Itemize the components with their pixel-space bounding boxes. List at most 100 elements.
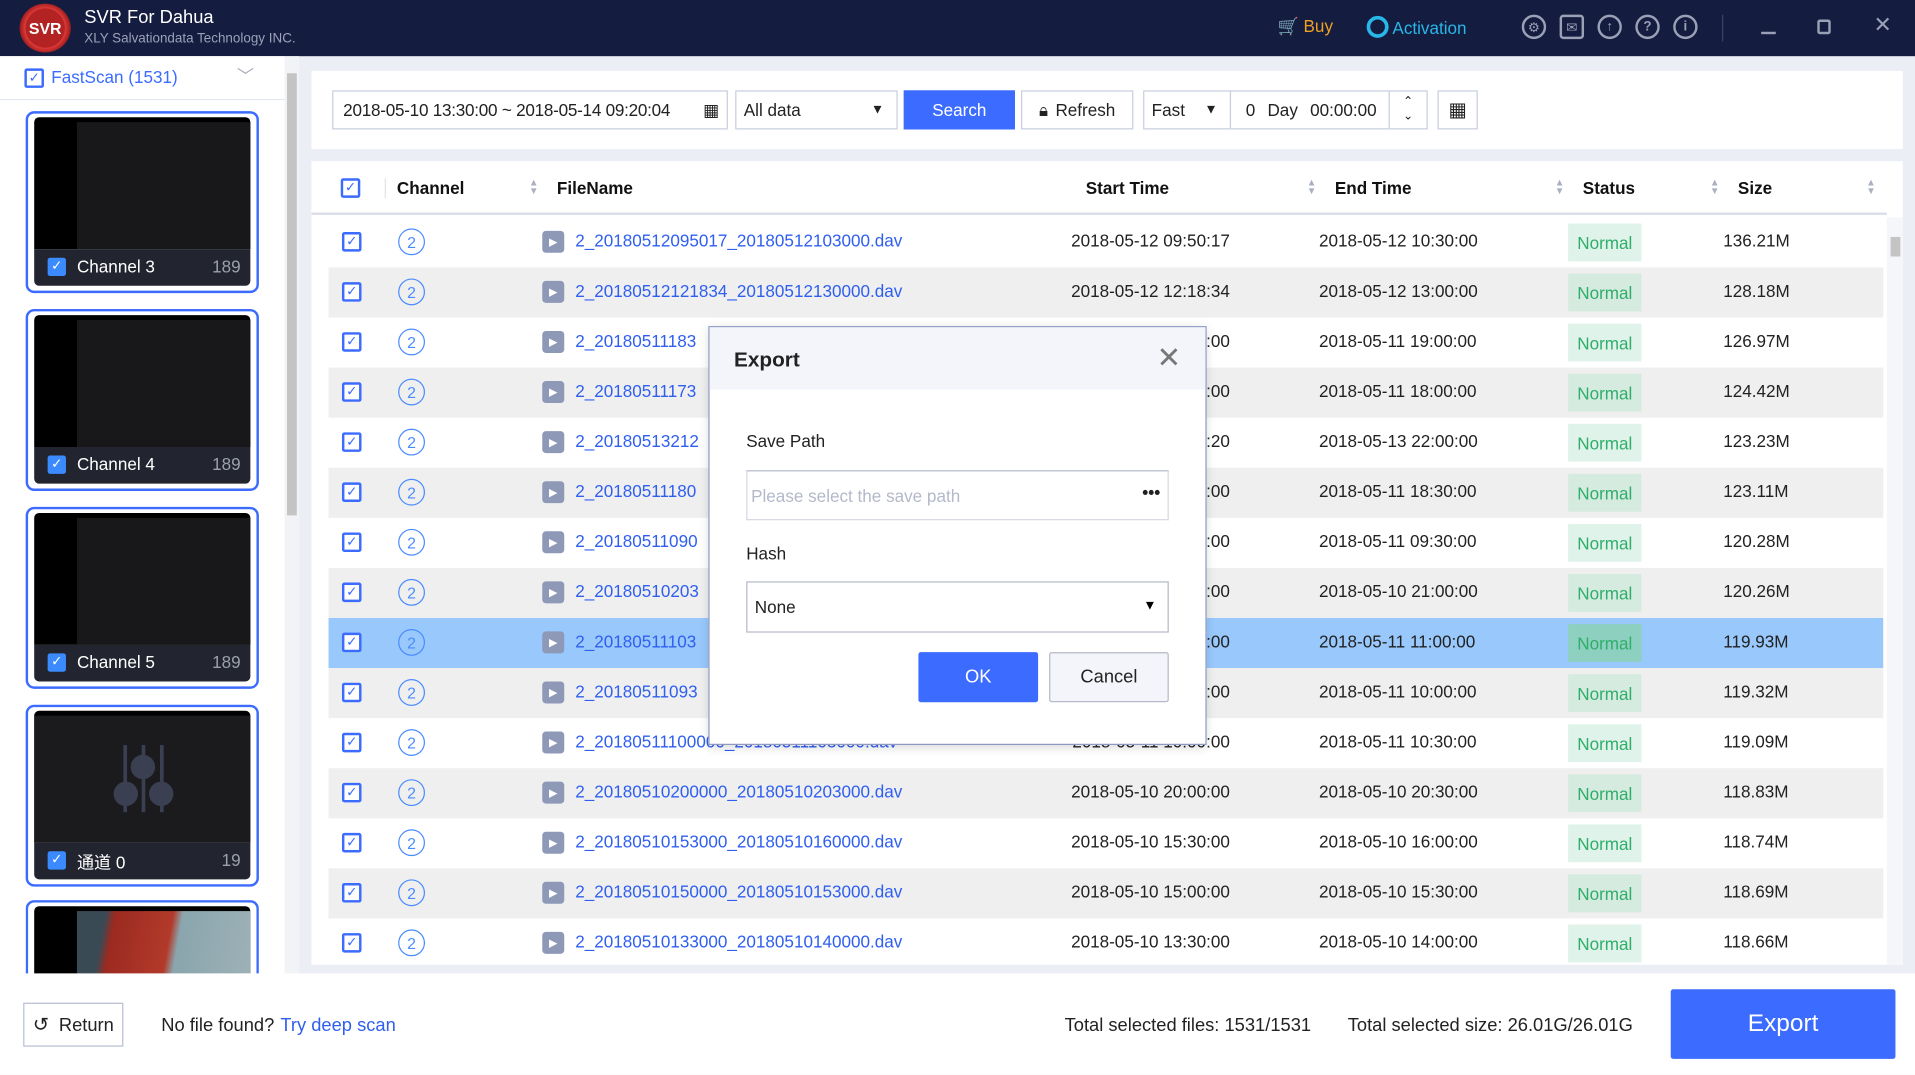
channel-card[interactable]: ✓ 通道 0 19	[25, 704, 259, 887]
search-button[interactable]: Search	[903, 90, 1015, 130]
file-name-link[interactable]: 2_20180512121834_20180512130000.dav	[575, 280, 903, 301]
row-checkbox[interactable]: ✓	[341, 933, 362, 953]
sort-icon[interactable]: ▲ ▼	[1306, 177, 1317, 197]
scrollbar-thumb[interactable]	[1890, 236, 1901, 257]
sort-icon[interactable]: ▲ ▼	[1554, 177, 1565, 197]
fastscan-header[interactable]: ✓ FastScan (1531) ﹀	[0, 56, 285, 101]
file-name-link[interactable]: 2_20180510150000_20180510153000.dav	[575, 881, 903, 902]
file-name-link[interactable]: 2_20180511093	[575, 681, 698, 702]
data-filter-select[interactable]: All data ▼	[735, 90, 898, 130]
message-icon[interactable]: ✉	[1559, 14, 1585, 40]
close-icon[interactable]: ✕	[1156, 341, 1182, 375]
ok-button[interactable]: OK	[918, 652, 1039, 703]
file-name-link[interactable]: 2_20180512095017_20180512103000.dav	[575, 230, 903, 251]
channel-card[interactable]	[25, 900, 259, 986]
table-row[interactable]: ✓ 2 ▶ 2_20180510153000_20180510160000.da…	[329, 818, 1884, 868]
minimize-icon[interactable]	[1761, 31, 1776, 35]
save-path-input[interactable]: Please select the save path •••	[746, 470, 1169, 521]
file-name-link[interactable]: 2_20180511183	[575, 330, 697, 351]
channel-badge: 2	[398, 378, 426, 406]
row-checkbox[interactable]: ✓	[341, 232, 362, 252]
help-icon[interactable]: ?	[1635, 14, 1660, 40]
row-checkbox[interactable]: ✓	[341, 482, 362, 502]
select-all-checkbox[interactable]: ✓	[340, 178, 361, 198]
scrollbar-thumb[interactable]	[287, 73, 297, 516]
file-size: 118.83M	[1723, 781, 1789, 802]
table-row[interactable]: ✓ 2 ▶ 2_20180511183 30:00 2018-05-11 19:…	[329, 318, 1884, 368]
row-checkbox[interactable]: ✓	[341, 882, 362, 903]
settings-icon[interactable]: ⚙	[1521, 14, 1547, 40]
fastscan-checkbox[interactable]: ✓	[24, 68, 44, 88]
browse-button[interactable]: •••	[1142, 482, 1161, 502]
row-checkbox[interactable]: ✓	[341, 432, 362, 452]
refresh-button[interactable]: 🔒︎ Refresh	[1021, 90, 1134, 130]
file-name-link[interactable]: 2_20180511090	[575, 531, 698, 551]
row-checkbox[interactable]: ✓	[341, 282, 362, 302]
channel-badge: 2	[398, 628, 426, 656]
step-down-icon[interactable]: ⌄	[1403, 109, 1414, 124]
file-name-link[interactable]: 2_20180510203	[575, 581, 699, 601]
table-scrollbar[interactable]	[1886, 217, 1903, 965]
table-row[interactable]: ✓ 2 ▶ 2_20180512121834_20180512130000.da…	[328, 267, 1884, 318]
row-checkbox[interactable]: ✓	[341, 782, 362, 803]
table-row[interactable]: ✓ 2 ▶ 2_20180510150000_20180510153000.da…	[328, 868, 1884, 919]
row-checkbox[interactable]: ✓	[341, 382, 362, 402]
channel-card[interactable]: ✓ Channel 5 189	[25, 506, 259, 689]
restore-icon[interactable]	[1817, 19, 1831, 35]
column-status[interactable]: Status	[1582, 178, 1636, 198]
row-checkbox[interactable]: ✓	[341, 532, 362, 553]
column-channel[interactable]: Channel	[396, 178, 465, 198]
file-name-link[interactable]: 2_20180511180	[575, 481, 697, 501]
table-row[interactable]: ✓ 2 ▶ 2_20180510133000_20180510140000.da…	[329, 918, 1884, 964]
close-icon[interactable]: ✕	[1873, 12, 1892, 37]
hash-select[interactable]: None ▼	[746, 581, 1169, 633]
time-stepper[interactable]: ⌃ ⌄	[1388, 90, 1428, 130]
channel-checkbox[interactable]: ✓	[47, 653, 66, 672]
column-start-time[interactable]: Start Time	[1085, 178, 1170, 198]
return-button[interactable]: ↺ Return	[23, 1002, 124, 1047]
time-offset-input[interactable]: 0 Day 00:00:00	[1229, 90, 1390, 130]
sidebar-scrollbar[interactable]	[284, 56, 300, 974]
row-checkbox[interactable]: ✓	[341, 632, 362, 653]
time-value: 00:00:00	[1310, 100, 1377, 120]
file-name-link[interactable]: 2_20180511103	[575, 631, 697, 651]
row-checkbox[interactable]: ✓	[341, 582, 362, 603]
sort-icon[interactable]: ▲ ▼	[1709, 177, 1720, 197]
cancel-button[interactable]: Cancel	[1049, 652, 1169, 703]
row-checkbox[interactable]: ✓	[341, 332, 362, 352]
calculator-button[interactable]: ▦	[1437, 90, 1478, 130]
file-name-link[interactable]: 2_20180510153000_20180510160000.dav	[575, 831, 903, 852]
column-end-time[interactable]: End Time	[1334, 178, 1412, 198]
channel-checkbox[interactable]: ✓	[47, 455, 66, 474]
file-name-link[interactable]: 2_20180511173	[575, 381, 697, 401]
column-size[interactable]: Size	[1737, 178, 1773, 198]
day-label: Day	[1267, 100, 1298, 120]
scan-mode-select[interactable]: Fast ▼	[1143, 90, 1232, 130]
table-row[interactable]: ✓ 2 ▶ 2_20180512095017_20180512103000.da…	[329, 217, 1884, 267]
step-up-icon[interactable]: ⌃	[1403, 95, 1414, 109]
table-row[interactable]: ✓ 2 ▶ 2_20180510200000_20180510203000.da…	[328, 768, 1884, 819]
sort-icon[interactable]: ▲ ▼	[528, 177, 539, 197]
chevron-down-icon[interactable]: ﹀	[236, 65, 255, 86]
export-button[interactable]: Export	[1670, 989, 1896, 1059]
table-row[interactable]: ✓ 2 ▶ 2_20180511090 00:00 2018-05-11 09:…	[329, 518, 1884, 568]
channel-card[interactable]: ✓ Channel 4 189	[25, 308, 259, 491]
channel-checkbox[interactable]: ✓	[47, 851, 66, 870]
row-checkbox[interactable]: ✓	[341, 682, 362, 703]
date-range-picker[interactable]: 2018-05-10 13:30:00 ~ 2018-05-14 09:20:0…	[332, 90, 728, 130]
upload-icon[interactable]: ↑	[1597, 14, 1622, 40]
info-icon[interactable]: i	[1673, 14, 1698, 40]
channel-checkbox[interactable]: ✓	[47, 257, 66, 277]
file-name-link[interactable]: 2_20180510133000_20180510140000.dav	[575, 931, 903, 952]
activation-button[interactable]: Activation	[1366, 15, 1467, 38]
file-name-link[interactable]: 2_20180510200000_20180510203000.dav	[575, 781, 903, 802]
column-filename[interactable]: FileName	[556, 178, 633, 198]
row-checkbox[interactable]: ✓	[341, 732, 362, 753]
channel-card[interactable]: ✓ Channel 3 189	[25, 111, 259, 294]
row-checkbox[interactable]: ✓	[341, 832, 362, 853]
buy-button[interactable]: 🛒 Buy	[1277, 16, 1333, 37]
sort-icon[interactable]: ▲ ▼	[1866, 177, 1876, 197]
file-name-link[interactable]: 2_20180513212	[575, 431, 699, 451]
channel-file-count: 19	[221, 850, 241, 870]
deep-scan-link[interactable]: Try deep scan	[280, 1014, 396, 1036]
